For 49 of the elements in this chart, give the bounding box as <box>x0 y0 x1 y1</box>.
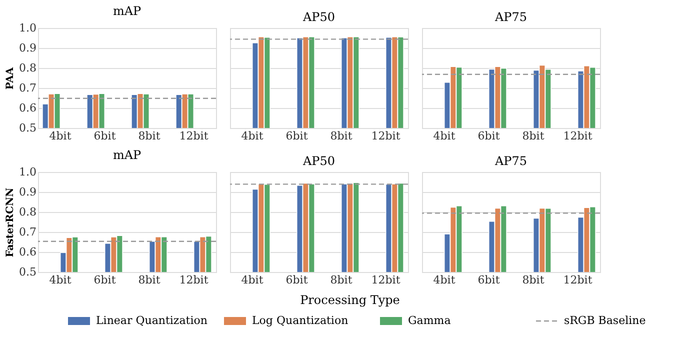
x-tick-label: 6bit <box>286 274 308 286</box>
y-tick-label: 0.9 <box>19 42 36 54</box>
chart-title: AP75 <box>494 10 528 24</box>
x-tick-label: 8bit <box>330 274 353 286</box>
x-tick-label: 4bit <box>241 274 264 286</box>
legend-title: Processing Type <box>300 293 400 307</box>
x-tick-label: 4bit <box>433 274 456 286</box>
y-tick-label: 0.6 <box>19 246 36 258</box>
legend-label: Gamma <box>408 314 452 327</box>
chart-title: AP50 <box>302 10 336 24</box>
chart-title: mAP <box>112 148 142 162</box>
x-tick-label: 12bit <box>371 274 401 286</box>
x-tick-label: 8bit <box>330 130 353 142</box>
x-tick-label: 8bit <box>138 130 161 142</box>
x-tick-label: 4bit <box>241 130 264 142</box>
x-tick-label: 6bit <box>94 274 116 286</box>
y-axis-title: PAA <box>5 67 16 90</box>
x-tick-label: 4bit <box>49 130 72 142</box>
chart-title: AP75 <box>494 154 528 168</box>
y-tick-label: 0.9 <box>19 186 36 198</box>
y-axis-title: FasterRCNN <box>5 188 16 258</box>
y-tick-label: 1.0 <box>19 166 36 178</box>
x-tick-label: 4bit <box>49 274 72 286</box>
x-tick-label: 12bit <box>179 274 209 286</box>
x-tick-label: 8bit <box>522 130 545 142</box>
y-tick-label: 0.7 <box>19 226 36 238</box>
x-tick-label: 12bit <box>563 274 593 286</box>
y-tick-label: 0.6 <box>19 102 36 114</box>
y-tick-label: 0.5 <box>19 122 36 134</box>
x-tick-label: 12bit <box>563 130 593 142</box>
y-tick-label: 0.5 <box>19 266 36 278</box>
y-tick-label: 0.7 <box>19 82 36 94</box>
chart-title: AP50 <box>302 154 336 168</box>
legend-label: sRGB Baseline <box>564 314 646 327</box>
x-tick-label: 4bit <box>433 130 456 142</box>
legend-label: Log Quantization <box>252 314 348 327</box>
x-tick-label: 6bit <box>478 274 500 286</box>
x-tick-label: 6bit <box>94 130 116 142</box>
y-tick-label: 1.0 <box>19 22 36 34</box>
x-tick-label: 6bit <box>478 130 500 142</box>
y-tick-label: 0.8 <box>19 206 36 218</box>
x-tick-label: 6bit <box>286 130 308 142</box>
legend-label: Linear Quantization <box>96 314 208 327</box>
x-tick-label: 12bit <box>371 130 401 142</box>
x-tick-label: 12bit <box>179 130 209 142</box>
x-tick-label: 8bit <box>138 274 161 286</box>
x-tick-label: 8bit <box>522 274 545 286</box>
chart-title: mAP <box>112 4 142 18</box>
y-tick-label: 0.8 <box>19 62 36 74</box>
